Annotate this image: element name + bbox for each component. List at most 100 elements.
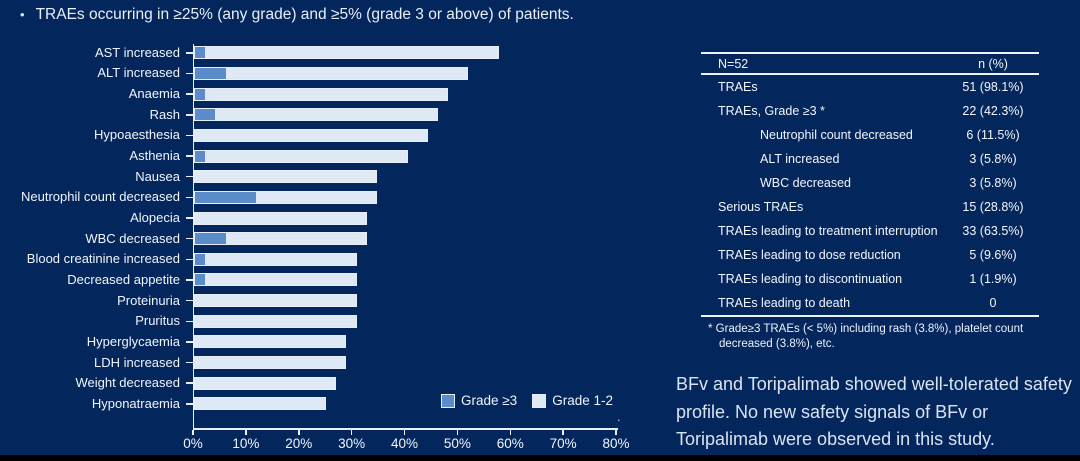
- y-axis-tick: [186, 361, 193, 364]
- category-label: Pruritus: [135, 313, 180, 329]
- bar-segment-grade3: [195, 109, 216, 121]
- x-axis-tick: [245, 429, 247, 435]
- table-row: TRAEs leading to death 0: [701, 291, 1039, 315]
- category-label: Alopecia: [130, 210, 180, 225]
- x-axis-tick-label: 50%: [443, 436, 471, 451]
- y-axis-tick: [186, 52, 193, 54]
- slide-title-text: TRAEs occurring in ≥25% (any grade) and …: [35, 6, 574, 23]
- table-row: TRAEs 51 (98.1%): [701, 75, 1039, 99]
- category-label: Hyperglycaemia: [86, 333, 180, 349]
- legend-label-grade3: Grade ≥3: [461, 393, 518, 408]
- legend-label-grade12: Grade 1-2: [552, 393, 613, 408]
- chart-legend: Grade ≥3 Grade 1-2: [441, 393, 613, 408]
- y-axis-tick: [186, 237, 193, 240]
- table-row-label: TRAEs leading to discontinuation: [718, 272, 903, 286]
- bar-segment-grade3: [195, 253, 205, 265]
- table-row-value: 51 (98.1%): [962, 80, 1024, 94]
- grade3-swatch-icon: [441, 393, 455, 408]
- bar: [194, 232, 367, 246]
- category-label: AST increased: [94, 44, 180, 60]
- bar: [194, 149, 408, 163]
- category-label: Hypoaesthesia: [94, 127, 180, 143]
- table-row-value: 15 (28.8%): [962, 200, 1024, 214]
- y-axis-tick: [186, 320, 193, 322]
- x-axis-tick-label: 30%: [338, 436, 366, 451]
- legend-item-grade3: Grade ≥3: [441, 393, 517, 408]
- category-label: Proteinuria: [117, 292, 180, 308]
- conclusion-text: BFv and Toripalimab showed well-tolerate…: [676, 374, 1072, 449]
- table-row-value: 22 (42.3%): [962, 104, 1024, 118]
- legend-item-grade12: Grade 1-2: [532, 393, 613, 408]
- bar: [194, 273, 357, 287]
- table-header: N=52 n (%): [701, 52, 1039, 75]
- bar-segment-grade3: [195, 88, 205, 100]
- category-label: Weight decreased: [75, 375, 180, 391]
- x-axis: [192, 428, 618, 430]
- bar: [194, 294, 357, 308]
- category-label: Anaemia: [128, 86, 180, 102]
- x-axis-tick: [615, 429, 617, 435]
- y-axis-tick: [186, 155, 193, 157]
- table-header-npct: n (%): [978, 56, 1008, 71]
- table-footnote: * Grade≥3 TRAEs (< 5%) including rash (3…: [708, 323, 1024, 350]
- category-label: WBC decreased: [85, 230, 180, 246]
- category-label: ALT increased: [97, 65, 180, 81]
- table-header-n: N=52: [718, 56, 749, 71]
- x-axis-tick-label: 40%: [390, 436, 419, 451]
- bar-segment-grade3: [195, 274, 205, 286]
- table-row-label: TRAEs leading to treatment interruption: [718, 224, 938, 238]
- bar-segment-grade3: [195, 47, 205, 59]
- table-row: TRAEs leading to dose reduction 5 (9.6%): [701, 243, 1039, 267]
- x-axis-tick: [350, 429, 353, 435]
- category-label: LDH increased: [94, 354, 180, 370]
- bar-segment-grade3: [195, 191, 256, 203]
- x-axis-tick-label: 20%: [285, 436, 313, 451]
- x-axis-tick: [562, 429, 564, 435]
- category-label: Nausea: [135, 168, 180, 184]
- bar-segment-grade3: [195, 67, 226, 79]
- table-row: ALT increased 3 (5.8%): [701, 147, 1039, 171]
- table-row-label: WBC decreased: [760, 176, 852, 190]
- table-row: TRAEs leading to discontinuation 1 (1.9%): [701, 267, 1039, 291]
- bullet-icon: •: [20, 7, 25, 22]
- y-axis-tick: [186, 217, 193, 219]
- x-axis-tick: [403, 429, 406, 435]
- y-axis-tick: [186, 196, 193, 199]
- table-row-label: TRAEs leading to dose reduction: [718, 248, 901, 262]
- bar-segment-grade3: [195, 233, 226, 245]
- bar: [194, 170, 377, 184]
- y-axis-tick: [186, 279, 193, 281]
- table-row-label: TRAEs: [718, 80, 758, 94]
- table-row: TRAEs leading to treatment interruption 3…: [701, 219, 1039, 243]
- y-axis-tick: [186, 341, 193, 343]
- table-row-label: ALT increased: [760, 152, 840, 166]
- y-axis-tick: [186, 72, 193, 75]
- x-axis-tick-label: 70%: [549, 436, 577, 451]
- bar: [194, 128, 428, 142]
- x-axis-tick-label: 60%: [496, 436, 524, 451]
- trae-summary-table: N=52 n (%) TRAEs 51 (98.1%) TRAEs, Grade ≥…: [701, 52, 1039, 317]
- y-axis-tick: [186, 175, 193, 178]
- bar: [194, 314, 357, 328]
- x-axis-tick: [192, 429, 194, 435]
- x-axis-tick-label: 10%: [232, 436, 260, 451]
- x-axis-tick: [298, 429, 300, 435]
- table-row-label: TRAEs, Grade ≥3 *: [718, 104, 825, 118]
- bar: [194, 190, 377, 204]
- table-row-value: 33 (63.5%): [962, 224, 1024, 238]
- table-row-value: 3 (5.8%): [969, 152, 1017, 166]
- bar: [194, 356, 347, 370]
- x-axis-tick-label: 0%: [183, 436, 203, 451]
- table-row-label: Neutrophil count decreased: [760, 128, 913, 142]
- bar: [194, 335, 347, 349]
- y-axis-tick: [186, 134, 193, 137]
- y-axis-tick: [186, 114, 193, 116]
- bar: [194, 252, 357, 266]
- trae-bar-chart: AST increased ALT increased Anaemia Rash Hyp…: [21, 44, 630, 451]
- y-axis: [192, 44, 194, 429]
- table-row: WBC decreased 3 (5.8%): [701, 171, 1039, 195]
- category-label: Blood creatinine increased: [26, 251, 180, 267]
- y-axis-tick: [186, 382, 193, 384]
- bar: [194, 87, 449, 101]
- y-axis-tick: [186, 299, 193, 302]
